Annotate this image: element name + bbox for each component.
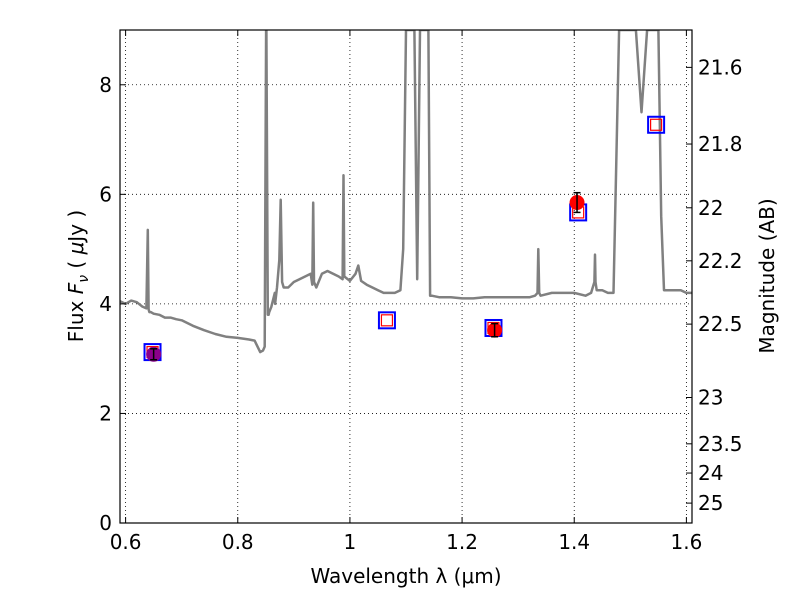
y-tick-label: 2 (99, 401, 112, 425)
model-photometry-square (377, 311, 396, 330)
y2-tick-label: 21.8 (698, 132, 743, 156)
y-axis-label-right: Magnitude (AB) (755, 198, 779, 353)
model-spectrum (120, 30, 692, 354)
x-tick-label: 0.8 (222, 530, 254, 554)
y2-tick-label: 23 (698, 386, 723, 410)
y2-tick-label: 25 (698, 491, 723, 515)
model-photometry-inner-square (380, 314, 394, 327)
axis-ticks: 0.6 0.8 1 1.2 1.4 1.60246821.621.82222.222.52… (99, 30, 743, 554)
y2-tick-label: 21.6 (698, 55, 743, 79)
x-tick-label: 1.2 (446, 530, 478, 554)
x-tick-label: 0.6 (110, 530, 142, 554)
model-photometry-inner-square (650, 118, 663, 131)
y-tick-label: 6 (99, 182, 112, 206)
y-tick-label: 4 (99, 292, 112, 316)
y-tick-label: 0 (99, 511, 112, 535)
y2-tick-label: 24 (698, 461, 723, 485)
y2-tick-label: 22.5 (698, 312, 743, 336)
y2-tick-label: 22.2 (698, 249, 743, 273)
x-axis-label: Wavelength λ (μm) (310, 564, 501, 588)
y2-tick-label: 23.5 (698, 432, 743, 456)
photometry (143, 115, 666, 362)
plot-frame (119, 29, 693, 524)
model-spectrum-line (120, 30, 692, 354)
y2-tick-label: 22 (698, 196, 723, 220)
x-tick-label: 1 (344, 530, 357, 554)
model-photometry-square (647, 115, 666, 134)
y-tick-label: 8 (99, 73, 112, 97)
y-axis-label-left: Flux Fν ( μJy ) (64, 210, 92, 342)
x-tick-label: 1.4 (558, 530, 590, 554)
x-tick-label: 1.6 (670, 530, 702, 554)
